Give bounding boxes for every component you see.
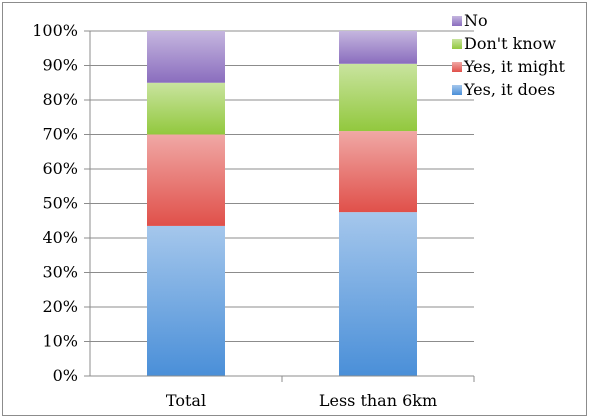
legend-swatch bbox=[452, 16, 462, 26]
bar-segment-don-t-know-1 bbox=[147, 82, 225, 135]
y-tick-label: 10% bbox=[42, 332, 78, 351]
bar-segment-yes-it-does-2 bbox=[339, 212, 417, 376]
bar-segment-don-t-know-2 bbox=[339, 63, 417, 132]
chart-frame bbox=[2, 2, 587, 416]
x-category-label: Total bbox=[166, 391, 206, 410]
y-tick-label: 50% bbox=[42, 194, 78, 213]
legend-label: Yes, it might bbox=[463, 57, 565, 76]
bar-segment-yes-it-might-1 bbox=[147, 134, 225, 226]
y-tick-label: 100% bbox=[32, 21, 78, 40]
y-tick-label: 80% bbox=[42, 90, 78, 109]
y-tick-label: 70% bbox=[42, 125, 78, 144]
bars bbox=[147, 31, 417, 376]
legend: No Don't know Yes, it might Yes, it does bbox=[452, 11, 565, 99]
legend-label: No bbox=[464, 11, 488, 30]
legend-label: Don't know bbox=[464, 34, 556, 53]
bar-segment-no-2 bbox=[339, 31, 417, 64]
legend-swatch bbox=[452, 39, 462, 49]
x-category-label: Less than 6km bbox=[319, 391, 437, 410]
y-tick-label: 30% bbox=[42, 263, 78, 282]
y-tick-label: 90% bbox=[42, 56, 78, 75]
legend-swatch bbox=[452, 62, 462, 72]
y-tick-label: 60% bbox=[42, 159, 78, 178]
legend-label: Yes, it does bbox=[463, 80, 555, 99]
axes: 0% 10% 20% 30% 40% 50% 60% 70% 80% 90% 100% Total Le… bbox=[32, 21, 475, 410]
y-tick-label: 20% bbox=[42, 297, 78, 316]
y-tick-label: 0% bbox=[53, 366, 78, 385]
bar-segment-yes-it-does-1 bbox=[147, 225, 225, 376]
bar-segment-no-1 bbox=[147, 31, 225, 83]
y-tick-label: 40% bbox=[42, 228, 78, 247]
bar-segment-yes-it-might-2 bbox=[339, 131, 417, 213]
legend-swatch bbox=[452, 85, 462, 95]
